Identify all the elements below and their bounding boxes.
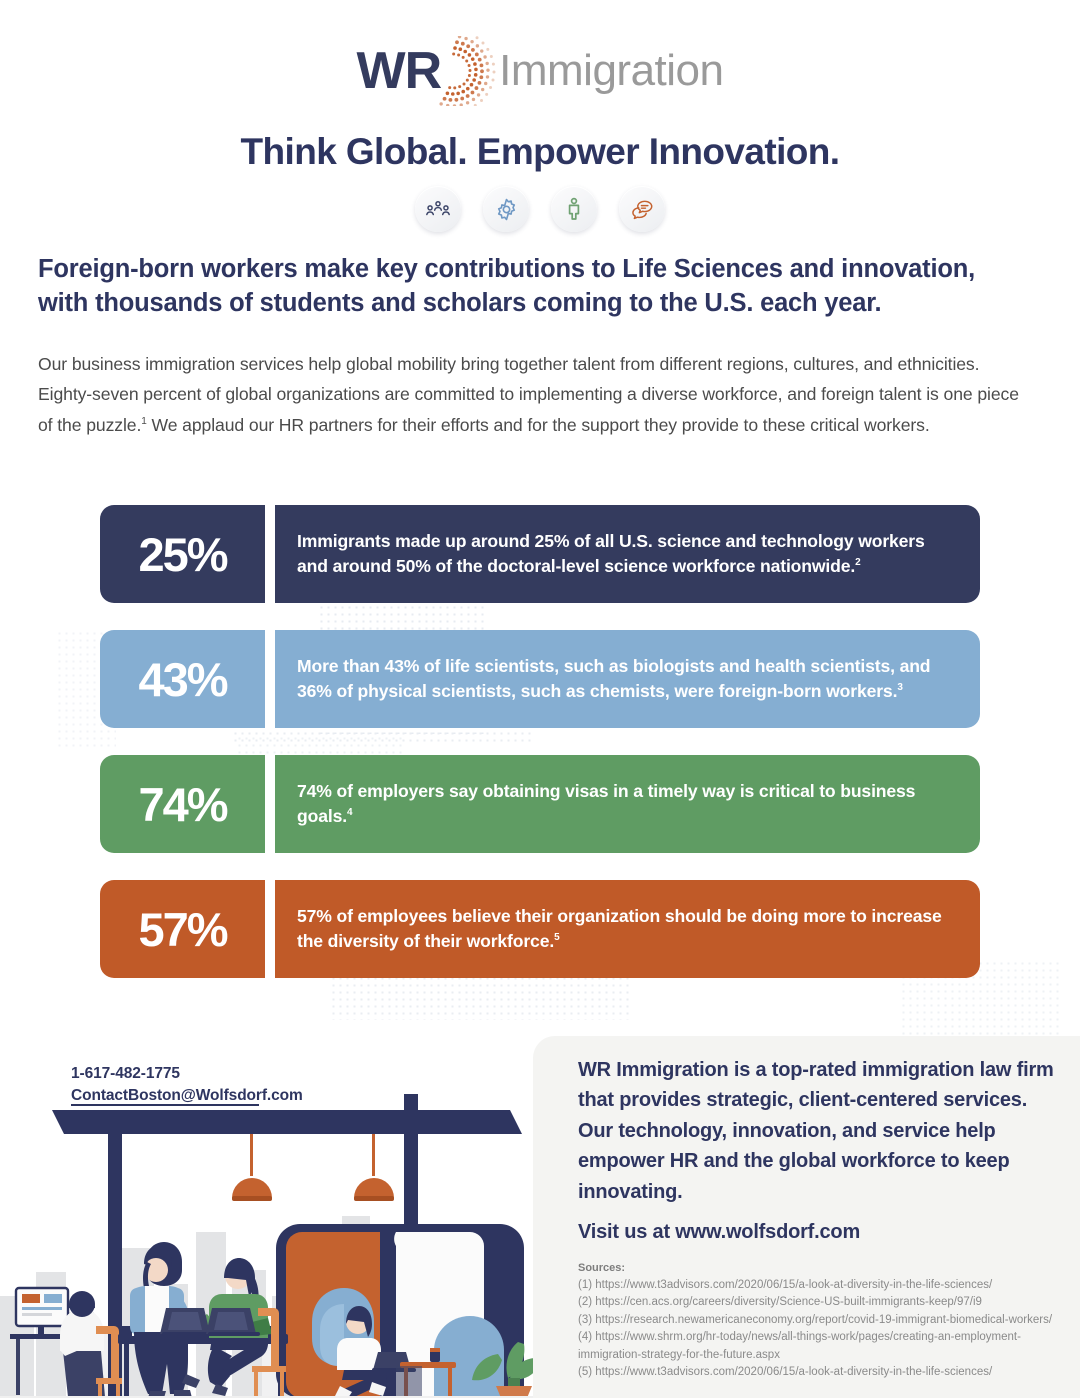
footnote-marker-1: 1	[141, 415, 147, 427]
footnote-marker: 5	[554, 932, 560, 944]
logo-wordmark-immigration: Immigration	[499, 46, 724, 95]
sources-heading: Sources:	[578, 1262, 626, 1274]
page-headline: Foreign-born workers make key contributi…	[38, 255, 975, 317]
brand-logo: WR Immigration	[0, 29, 1080, 114]
contact-block: 1-617-482-1775 ContactBoston@Wolfsdorf.c…	[71, 1063, 303, 1107]
stat-value: 25%	[138, 527, 228, 581]
stat-description: 74% of employers say obtaining visas in …	[297, 781, 916, 826]
people-group-icon	[415, 186, 461, 232]
source-item: (2) https://cen.acs.org/careers/diversit…	[578, 1296, 982, 1309]
contact-phone[interactable]: 1-617-482-1775	[71, 1065, 180, 1082]
footnote-marker: 3	[897, 682, 903, 694]
stat-description: 57% of employees believe their organizat…	[297, 906, 942, 951]
stat-description: More than 43% of life scientists, such a…	[297, 656, 931, 701]
about-card	[533, 1036, 1080, 1398]
stat-divider	[265, 630, 275, 728]
tagline: Think Global. Empower Innovation.	[240, 131, 841, 172]
source-item: (5) https://www.t3advisors.com/2020/06/1…	[578, 1366, 993, 1379]
stat-divider	[265, 880, 275, 978]
intro-paragraph-part1: Our business immigration services help g…	[38, 354, 1019, 435]
stat-description: Immigrants made up around 25% of all U.S…	[297, 531, 925, 576]
dot-pattern-decor	[330, 975, 630, 1020]
stat-value: 57%	[138, 902, 228, 956]
stat-description-wrap: Immigrants made up around 25% of all U.S…	[275, 505, 980, 603]
source-item: (3) https://research.newamericaneconomy.…	[578, 1313, 1053, 1326]
stat-divider	[265, 755, 275, 853]
chat-bubbles-icon	[619, 186, 665, 232]
person-standing-icon	[551, 186, 597, 232]
stat-value: 74%	[138, 777, 228, 831]
stat-description-wrap: 74% of employers say obtaining visas in …	[275, 755, 980, 853]
logo-dot-swirl-icon	[435, 29, 497, 114]
intro-paragraph-part2: We applaud our HR partners for their eff…	[146, 414, 930, 435]
footnote-marker: 4	[346, 807, 353, 819]
stat-description-wrap: More than 43% of life scientists, such a…	[275, 630, 980, 728]
logo-wordmark-wr: WR	[356, 42, 443, 100]
stat-row: 43% More than 43% of life scientists, su…	[100, 630, 980, 728]
stat-row: 57% 57% of employees believe their organ…	[100, 880, 980, 978]
visit-website-link[interactable]: Visit us at www.wolfsdorf.com	[578, 1221, 861, 1243]
intro-paragraph: Our business immigration services help g…	[38, 349, 1023, 440]
gear-icon	[483, 186, 529, 232]
stat-description-wrap: 57% of employees believe their organizat…	[275, 880, 980, 978]
about-card-body: WR Immigration is a top-rated immigratio…	[578, 1059, 1054, 1203]
stat-divider	[265, 505, 275, 603]
sources-list: (1) https://www.t3advisors.com/2020/06/1…	[578, 1277, 1078, 1382]
stat-row: 74% 74% of employers say obtaining visas…	[100, 755, 980, 853]
stat-row: 25% Immigrants made up around 25% of all…	[100, 505, 980, 603]
contact-email[interactable]: ContactBoston@Wolfsdorf.com	[71, 1087, 303, 1104]
contact-divider	[71, 1104, 259, 1106]
stat-value: 43%	[138, 652, 228, 706]
value-icon-row	[0, 186, 1080, 232]
source-item: (1) https://www.t3advisors.com/2020/06/1…	[578, 1279, 993, 1291]
footnote-marker: 2	[855, 557, 861, 569]
coworking-office-illustration	[0, 1086, 560, 1398]
source-item: (4) https://www.shrm.org/hr-today/news/a…	[578, 1331, 1021, 1361]
